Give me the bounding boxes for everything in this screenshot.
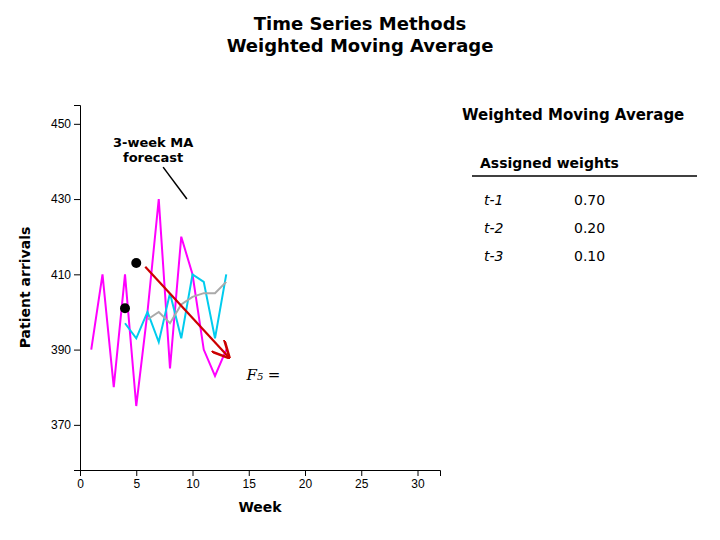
trend-arrow — [145, 267, 228, 357]
y-tick-mark — [74, 124, 80, 125]
x-tick-mark — [305, 470, 306, 476]
x-tick: 15 — [243, 470, 257, 491]
line — [91, 199, 226, 406]
x-axis-line — [81, 471, 441, 477]
x-tick-label: 5 — [133, 477, 140, 491]
y-tick: 370 — [51, 418, 80, 432]
weight-label: t-2 — [484, 220, 504, 236]
chart: Time Series MethodsWeighted Moving Avera… — [0, 0, 720, 540]
x-tick: 5 — [133, 470, 140, 491]
x-tick-mark — [249, 470, 250, 476]
annotation-text: F₅ = — [246, 366, 281, 384]
plot-area — [91, 199, 226, 406]
x-tick-label: 15 — [243, 477, 257, 491]
y-tick: 410 — [51, 268, 80, 282]
weight-value: 0.70 — [574, 192, 605, 208]
annotation-text: 3-week MAforecast — [113, 135, 193, 165]
y-tick-label: 450 — [51, 117, 71, 131]
weight-value: 0.10 — [574, 248, 605, 264]
x-tick: 25 — [355, 470, 369, 491]
x-tick-label: 30 — [411, 477, 425, 491]
x-tick: 30 — [411, 470, 425, 491]
x-tick: 20 — [299, 470, 313, 491]
title: Time Series MethodsWeighted Moving Avera… — [227, 13, 494, 56]
y-tick-mark — [74, 199, 80, 200]
x-tick-mark — [136, 470, 137, 476]
y-tick-label: 370 — [51, 418, 71, 432]
arrows — [145, 267, 228, 357]
point — [131, 258, 141, 268]
y-tick-label: 430 — [51, 192, 71, 206]
panel-underline — [472, 175, 697, 177]
x-tick: 10 — [186, 470, 200, 491]
weight-label: t-3 — [484, 248, 503, 264]
scatter-series — [120, 258, 141, 313]
y-axis-title: Patient arrivals — [17, 227, 33, 349]
annotations: 3-week MAforecast F₅ = — [113, 135, 280, 384]
y-tick-label: 390 — [51, 343, 71, 357]
x-tick-label: 0 — [77, 477, 84, 491]
point — [120, 303, 130, 313]
y-tick: 390 — [51, 343, 80, 357]
line — [148, 282, 227, 323]
x-tick-label: 25 — [355, 477, 369, 491]
x-tick-mark — [418, 470, 419, 476]
y-axis: 370 390 410 430 450 — [51, 106, 81, 471]
x-axis-title: Week — [238, 499, 282, 515]
y-tick-mark — [74, 350, 80, 351]
weights-panel: Weighted Moving Average Assigned weights t… — [462, 106, 697, 264]
x-tick-label: 20 — [299, 477, 313, 491]
y-tick-mark — [74, 274, 80, 275]
x-tick: 0 — [77, 470, 84, 491]
x-tick-mark — [193, 470, 194, 476]
y-tick: 430 — [51, 192, 80, 206]
y-axis-line — [74, 106, 81, 471]
x-tick-label: 10 — [186, 477, 200, 491]
panel-heading: Assigned weights — [480, 155, 619, 171]
x-tick-mark — [361, 470, 362, 476]
panel-title: Weighted Moving Average — [462, 106, 684, 124]
x-axis: 0 5 10 15 20 25 30 — [77, 470, 440, 491]
y-tick-mark — [74, 425, 80, 426]
annotation-line — [163, 167, 187, 199]
y-tick-label: 410 — [51, 268, 71, 282]
weight-label: t-1 — [484, 192, 503, 208]
line — [125, 274, 226, 342]
weight-value: 0.20 — [574, 220, 605, 236]
y-tick: 450 — [51, 117, 80, 131]
